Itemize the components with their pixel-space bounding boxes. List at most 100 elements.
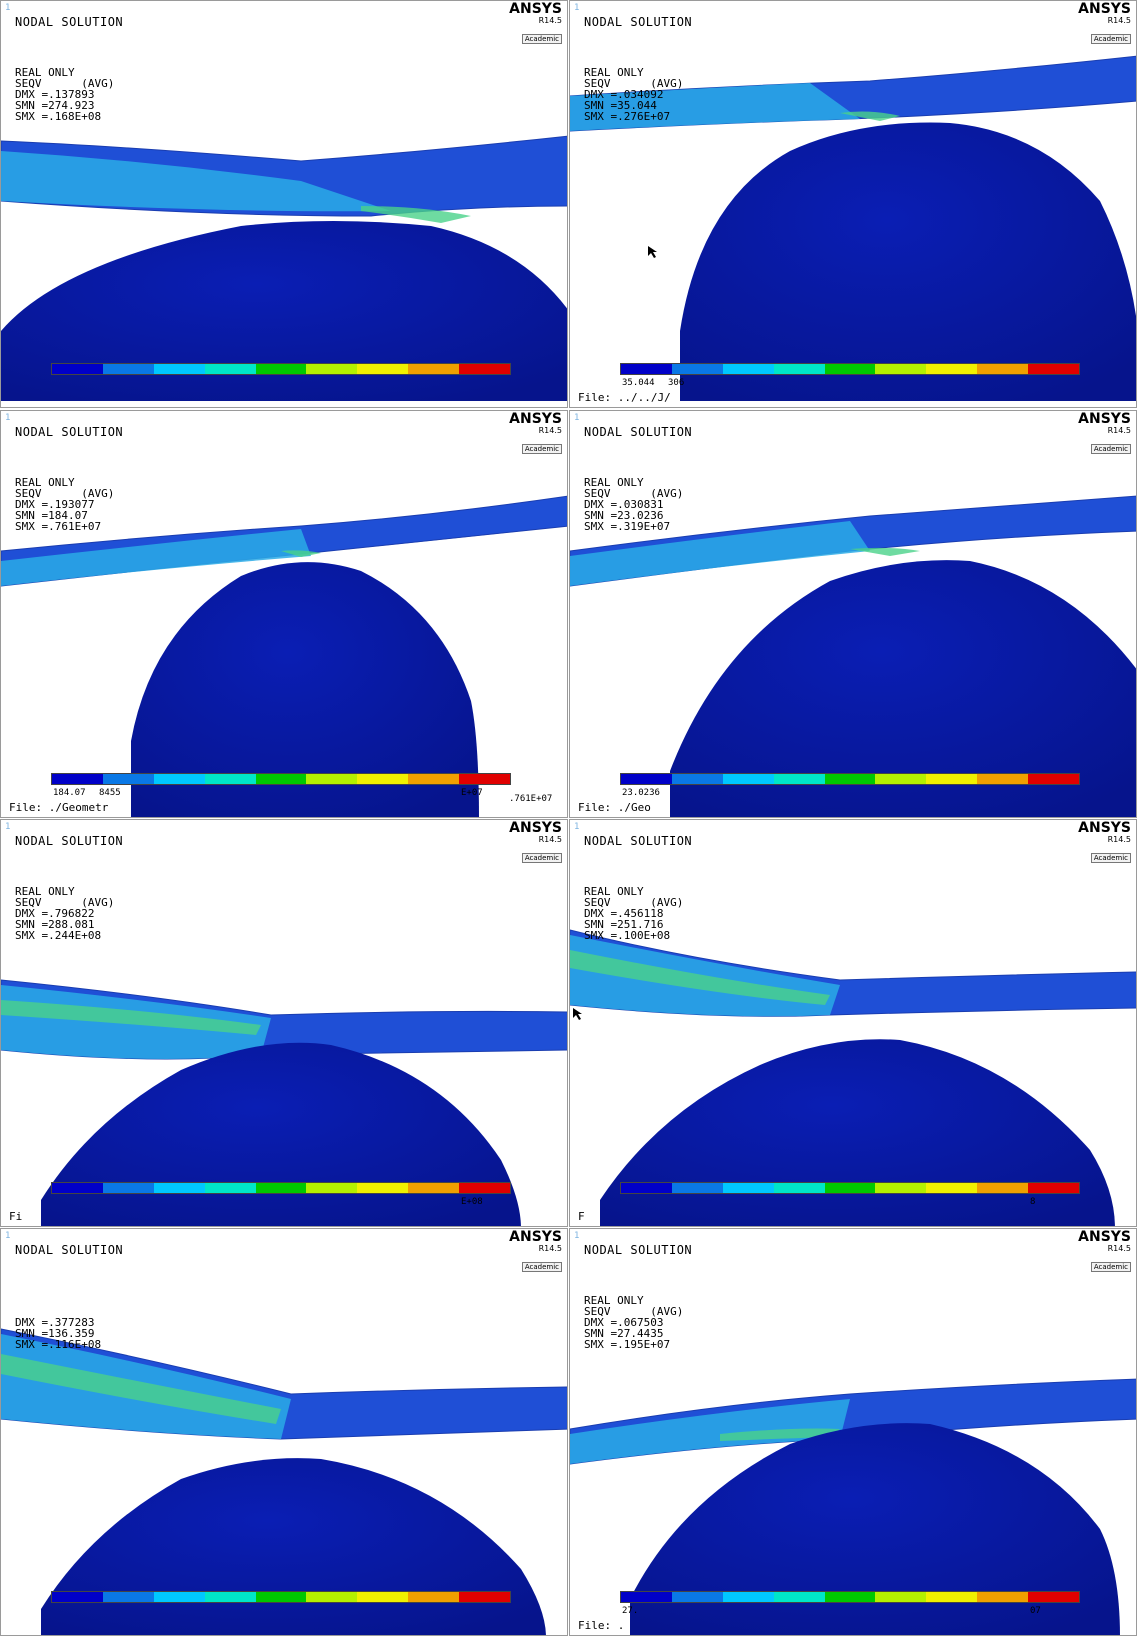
legend-band bbox=[204, 1183, 256, 1193]
indenter-sphere bbox=[41, 1458, 546, 1635]
legend-min-value: 23.0236 bbox=[622, 788, 660, 798]
plot-title: NODAL SOLUTION bbox=[15, 15, 124, 29]
info-line: SMX =.168E+08 bbox=[15, 110, 102, 123]
solution-panel-2: 1 NODAL SOLUTION ANSYS R14.5 Academic REAL … bbox=[569, 0, 1137, 408]
legend-band bbox=[621, 1183, 672, 1193]
legend-band bbox=[926, 1183, 978, 1193]
contour-legend bbox=[620, 363, 1080, 375]
solution-panel-4: 1 NODAL SOLUTION ANSYS R14.5 Academic REAL … bbox=[569, 410, 1137, 818]
legend-band bbox=[875, 774, 927, 784]
info-line: REAL ONLY bbox=[15, 66, 75, 79]
brand-name: ANSYS bbox=[509, 1229, 562, 1245]
info-line: SMN =27.4435 bbox=[584, 1327, 664, 1340]
info-line: DMX =.456118 bbox=[584, 907, 664, 920]
legend-max-value: E+08 bbox=[461, 1197, 483, 1207]
legend-band bbox=[255, 774, 307, 784]
window-number: 1 bbox=[574, 822, 580, 832]
legend-band bbox=[357, 1592, 409, 1602]
legend-band bbox=[722, 1592, 774, 1602]
ansys-logo: ANSYS R14.5 Academic bbox=[1078, 412, 1131, 455]
info-line: SEQV (AVG) bbox=[15, 896, 115, 909]
legend-band bbox=[306, 364, 358, 374]
brand-version: R14.5 bbox=[1107, 16, 1131, 25]
window-number: 1 bbox=[5, 413, 11, 423]
info-line: SMX =.116E+08 bbox=[15, 1338, 102, 1351]
legend-band bbox=[459, 1183, 511, 1193]
legend-band bbox=[52, 774, 103, 784]
legend-tick-value: 8455 bbox=[99, 788, 121, 798]
brand-version: R14.5 bbox=[1107, 1244, 1131, 1253]
solution-panel-6: 1 NODAL SOLUTION ANSYS R14.5 Academic REAL … bbox=[569, 819, 1137, 1227]
legend-band bbox=[408, 1183, 460, 1193]
info-line: SMN =251.716 bbox=[584, 918, 664, 931]
info-line: REAL ONLY bbox=[584, 476, 644, 489]
legend-band bbox=[977, 1183, 1029, 1193]
legend-band bbox=[357, 1183, 409, 1193]
solution-info: REAL ONLY SEQV (AVG) DMX =.137893 SMN =274.… bbox=[15, 67, 114, 122]
brand-edition-badge: Academic bbox=[521, 34, 562, 44]
stress-region-mid bbox=[570, 521, 870, 586]
legend-band bbox=[824, 1592, 876, 1602]
info-line: SMN =274.923 bbox=[15, 99, 95, 112]
legend-band bbox=[671, 774, 723, 784]
plot-title: NODAL SOLUTION bbox=[15, 1243, 124, 1257]
legend-band bbox=[621, 364, 672, 374]
legend-band bbox=[408, 774, 460, 784]
info-line: SEQV (AVG) bbox=[584, 1305, 684, 1318]
solution-panel-1: 1 NODAL SOLUTION ANSYS R14.5 Academic REAL … bbox=[0, 0, 568, 408]
legend-band bbox=[977, 774, 1029, 784]
info-line: SMX =.195E+07 bbox=[584, 1338, 671, 1351]
legend-band bbox=[926, 1592, 978, 1602]
legend-band bbox=[875, 364, 927, 374]
fea-model-view bbox=[570, 1378, 1136, 1635]
plot-title: NODAL SOLUTION bbox=[15, 834, 124, 848]
legend-band bbox=[102, 774, 154, 784]
legend-band bbox=[722, 774, 774, 784]
fea-model-view bbox=[570, 55, 1136, 401]
indenter-sphere bbox=[680, 122, 1136, 401]
legend-band bbox=[357, 774, 409, 784]
mouse-cursor-icon bbox=[573, 1008, 582, 1020]
legend-band bbox=[52, 1592, 103, 1602]
stress-region-contact bbox=[720, 1428, 840, 1441]
stress-region-mid bbox=[570, 1399, 850, 1464]
legend-band bbox=[824, 774, 876, 784]
legend-band bbox=[306, 774, 358, 784]
legend-max-value: E+07 bbox=[461, 788, 483, 798]
contour-legend bbox=[51, 363, 511, 375]
legend-band bbox=[52, 364, 103, 374]
legend-band bbox=[408, 364, 460, 374]
legend-band bbox=[204, 364, 256, 374]
info-line: SMX =.761E+07 bbox=[15, 520, 102, 533]
info-line: DMX =.193077 bbox=[15, 498, 95, 511]
stress-region-contact bbox=[570, 950, 830, 1005]
legend-band bbox=[926, 364, 978, 374]
brand-version: R14.5 bbox=[538, 16, 562, 25]
fea-model-view bbox=[1, 1328, 567, 1635]
brand-name: ANSYS bbox=[509, 411, 562, 427]
legend-band bbox=[722, 1183, 774, 1193]
stress-region-contact bbox=[281, 550, 321, 557]
file-path-label: File: ../../J/ bbox=[578, 391, 671, 404]
window-number: 1 bbox=[5, 822, 11, 832]
info-line: SMN =136.359 bbox=[15, 1327, 95, 1340]
brand-name: ANSYS bbox=[1078, 411, 1131, 427]
brand-name: ANSYS bbox=[1078, 1229, 1131, 1245]
legend-min-value: 35.044 bbox=[622, 378, 655, 388]
legend-band bbox=[824, 1183, 876, 1193]
solution-info: REAL ONLY SEQV (AVG) DMX =.067503 SMN =27.4… bbox=[584, 1295, 683, 1350]
info-line: SEQV (AVG) bbox=[15, 77, 115, 90]
legend-band bbox=[306, 1592, 358, 1602]
contour-legend bbox=[51, 773, 511, 785]
file-path-label: Fi bbox=[9, 1210, 23, 1223]
info-line: SMX =.244E+08 bbox=[15, 929, 102, 942]
legend-band bbox=[153, 364, 205, 374]
ansys-logo: ANSYS R14.5 Academic bbox=[509, 1230, 562, 1273]
brand-name: ANSYS bbox=[1078, 1, 1131, 17]
brand-edition-badge: Academic bbox=[1090, 853, 1131, 863]
legend-band bbox=[102, 1183, 154, 1193]
legend-band bbox=[824, 364, 876, 374]
plot-title: NODAL SOLUTION bbox=[584, 834, 693, 848]
stress-region-mid bbox=[1, 529, 311, 586]
